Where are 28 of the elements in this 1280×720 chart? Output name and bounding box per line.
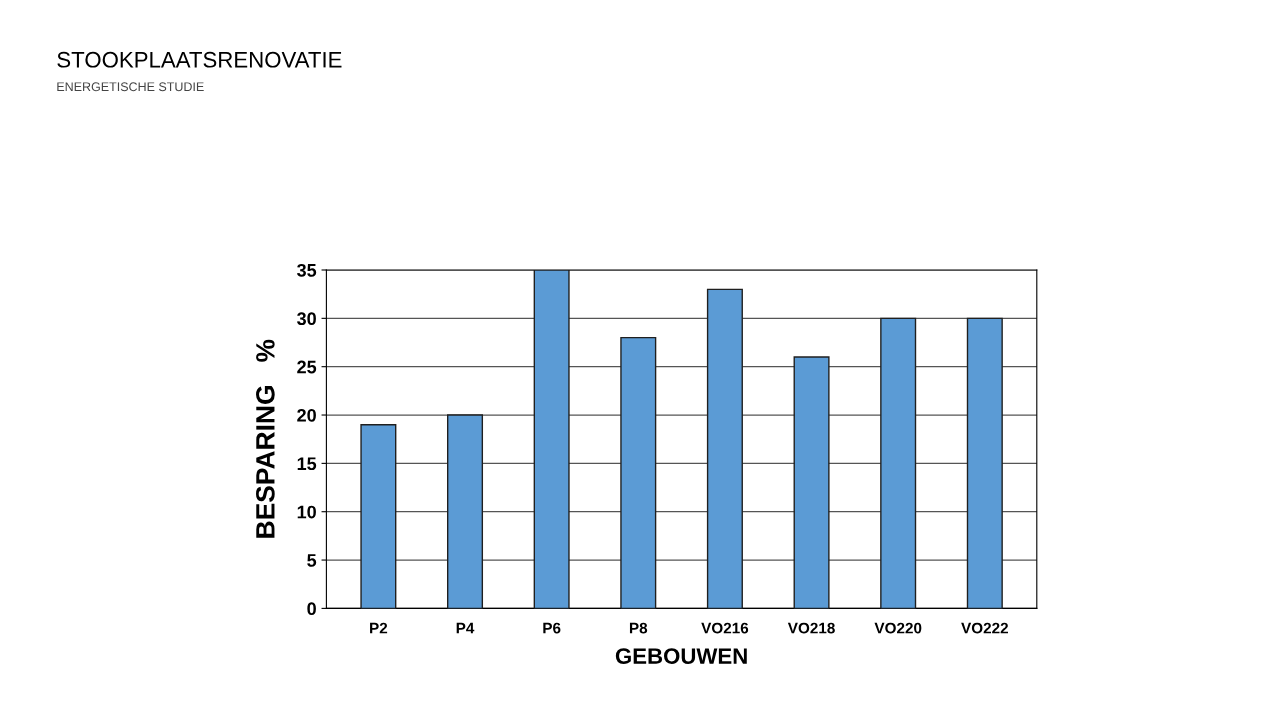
y-tick-label: 25: [297, 360, 317, 374]
x-tick-label: VO218: [787, 622, 835, 634]
x-axis-title: GEBOUWEN: [615, 648, 747, 664]
y-tick-label: 10: [297, 505, 316, 519]
y-tick-label: 5: [307, 554, 317, 567]
x-tick-label: P6: [543, 622, 561, 634]
bar: [966, 317, 1003, 609]
y-tick-label: 30: [297, 312, 316, 326]
x-tick-label: VO220: [874, 622, 922, 634]
x-tick-label: P4: [456, 622, 475, 634]
x-tick-label: VO222: [961, 622, 1008, 634]
bar: [793, 356, 830, 609]
y-tick-label: 20: [297, 408, 316, 422]
x-tick-label: P8: [629, 622, 648, 634]
bar: [620, 336, 657, 609]
y-tick-label: 0: [307, 602, 316, 616]
x-tick-label: VO216: [701, 622, 749, 634]
text: ENERGETISCHE STUDIE: [57, 82, 204, 92]
bar: [533, 270, 570, 609]
y-axis-title: BESPARING %: [256, 339, 275, 538]
chart-title: STOOKPLAATSRENOVATIE: [57, 51, 342, 68]
bar: [706, 288, 743, 609]
bar: [446, 414, 484, 609]
x-tick-label: P2: [370, 622, 388, 634]
y-tick-label: 35: [297, 263, 317, 277]
y-tick-label: 15: [297, 457, 317, 471]
bar: [880, 317, 917, 609]
bar: [360, 424, 397, 609]
